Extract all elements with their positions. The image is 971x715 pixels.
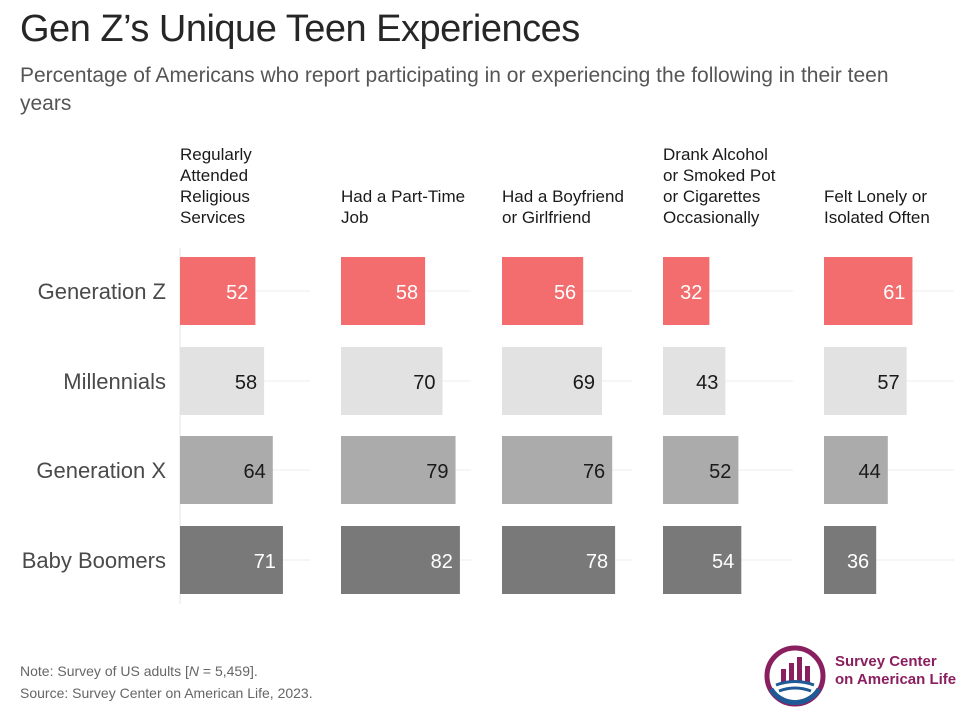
- data-label: 82: [431, 551, 453, 573]
- logo-line-1: Survey Center: [835, 653, 937, 670]
- bar: [824, 436, 888, 504]
- logo-line-2: on American Life: [835, 671, 957, 688]
- bar: [180, 436, 273, 504]
- data-label: 43: [696, 372, 718, 394]
- logo-mark-icon: [764, 645, 826, 707]
- panel-header: Drank Alcohol or Smoked Pot or Cigarettes O…: [663, 145, 776, 227]
- category-label: Baby Boomers: [22, 548, 166, 573]
- panel-header: Felt Lonely or Isolated Often: [824, 187, 930, 227]
- data-label: 54: [712, 551, 734, 573]
- data-label: 61: [883, 282, 905, 304]
- data-label: 57: [877, 372, 899, 394]
- category-label: Millennials: [63, 369, 166, 394]
- data-label: 76: [583, 461, 605, 483]
- chart-title: Gen Z’s Unique Teen Experiences: [20, 8, 580, 50]
- chart-subtitle: Percentage of Americans who report parti…: [20, 64, 889, 115]
- data-label: 64: [244, 461, 266, 483]
- data-label: 58: [396, 282, 418, 304]
- bar: [663, 257, 710, 325]
- bar: [502, 526, 616, 594]
- footnote: Note: Survey of US adults [N = 5,459]. S…: [20, 660, 313, 704]
- note-n: N: [188, 663, 199, 679]
- data-label: 32: [680, 282, 702, 304]
- bar: [502, 347, 603, 415]
- bar: [180, 526, 283, 594]
- bar: [824, 526, 877, 594]
- source-text: Source: Survey Center on American Life, …: [20, 685, 313, 701]
- note-text: Note: Survey of US adults [N = 5,459].: [20, 660, 313, 682]
- data-label: 56: [554, 282, 576, 304]
- bar: [341, 347, 443, 415]
- note-suffix: = 5,459].: [198, 663, 258, 679]
- survey-center-logo: Survey Center on American Life: [764, 645, 959, 707]
- bar: [502, 257, 584, 325]
- category-label: Generation X: [36, 458, 166, 483]
- bar: [180, 347, 265, 415]
- category-label: Generation Z: [38, 279, 166, 304]
- panel-header: Had a Boyfriend or Girlfriend: [502, 187, 624, 227]
- bar: [824, 257, 913, 325]
- bar: [502, 436, 613, 504]
- chart: Generation Z Millennials Generation X Baby …: [22, 145, 954, 604]
- bar: [824, 347, 907, 415]
- bar: [341, 257, 426, 325]
- data-label: 70: [413, 372, 435, 394]
- data-label: 58: [235, 372, 257, 394]
- logo-text: Survey Center on American Life: [835, 653, 956, 689]
- panel-header: Had a Part-Time Job: [341, 187, 465, 227]
- bar: [341, 436, 456, 504]
- panel-header: Regularly Attended Religious Services: [180, 145, 252, 227]
- bar: [663, 347, 726, 415]
- bar: [341, 526, 460, 594]
- note-prefix: Note: Survey of US adults [: [20, 663, 189, 679]
- data-label: 71: [254, 551, 276, 573]
- data-label: 78: [586, 551, 608, 573]
- bar: [663, 436, 739, 504]
- data-label: 52: [226, 282, 248, 304]
- bar: [663, 526, 742, 594]
- data-label: 36: [847, 551, 869, 573]
- data-label: 52: [709, 461, 731, 483]
- data-label: 79: [426, 461, 448, 483]
- bar: [180, 257, 256, 325]
- data-label: 44: [859, 461, 881, 483]
- data-label: 69: [573, 372, 595, 394]
